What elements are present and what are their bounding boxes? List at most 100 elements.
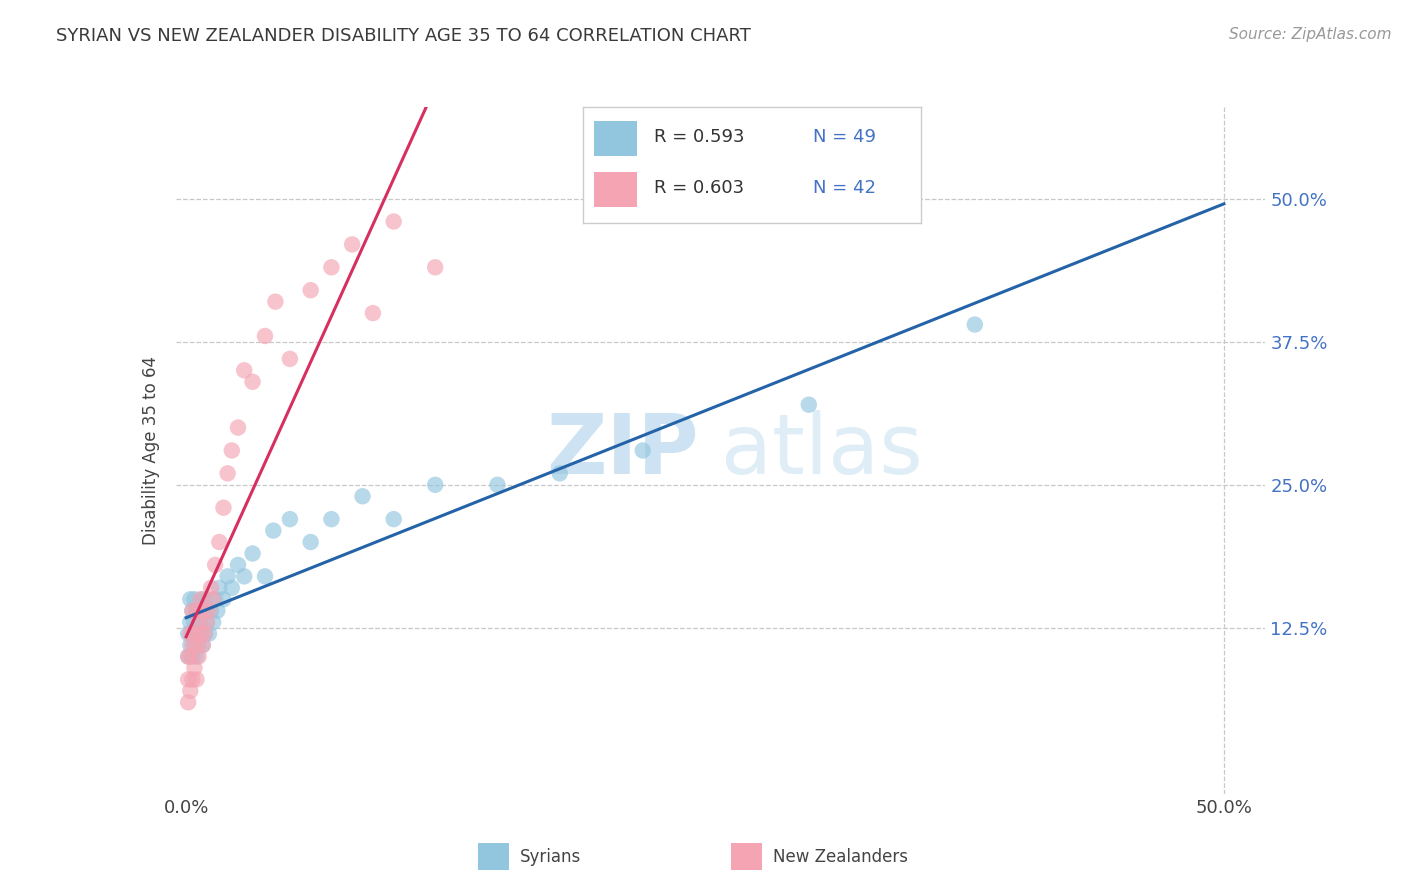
Point (183, 661, 205, 675)
Point (179, 638, 201, 652)
Point (486, 478, 509, 492)
Point (194, 626, 217, 640)
Point (195, 592, 218, 607)
Point (181, 604, 204, 618)
FancyBboxPatch shape (593, 121, 637, 156)
Point (183, 592, 205, 607)
Point (242, 546, 264, 561)
Point (186, 604, 208, 618)
Point (361, 306, 384, 320)
Point (299, 283, 322, 297)
Point (221, 581, 243, 595)
Point (425, 260, 447, 275)
Point (262, 524, 284, 538)
Point (179, 683, 201, 698)
Point (382, 214, 405, 228)
Point (181, 638, 204, 652)
Point (233, 569, 256, 583)
Point (187, 638, 209, 652)
Point (186, 649, 208, 664)
Point (321, 260, 343, 275)
Text: R = 0.593: R = 0.593 (654, 128, 745, 146)
Point (340, 237, 363, 252)
Point (195, 615, 218, 630)
Point (278, 512, 301, 526)
Point (179, 615, 201, 630)
Point (264, 294, 287, 309)
Point (425, 478, 447, 492)
Point (963, 318, 986, 332)
Point (200, 604, 222, 618)
Point (226, 420, 249, 434)
Point (198, 626, 221, 640)
Point (217, 467, 239, 481)
Point (221, 443, 243, 458)
Point (352, 489, 374, 503)
Point (191, 604, 214, 618)
Point (212, 500, 235, 515)
Point (183, 626, 205, 640)
Point (190, 626, 212, 640)
Point (194, 626, 217, 640)
Point (204, 592, 226, 607)
Point (253, 569, 276, 583)
Text: N = 49: N = 49 (813, 128, 876, 146)
Point (200, 581, 222, 595)
Text: SYRIAN VS NEW ZEALANDER DISABILITY AGE 35 TO 64 CORRELATION CHART: SYRIAN VS NEW ZEALANDER DISABILITY AGE 3… (56, 27, 751, 45)
Point (186, 626, 208, 640)
Point (181, 626, 204, 640)
Point (190, 604, 212, 618)
Point (191, 592, 214, 607)
Point (190, 626, 212, 640)
FancyBboxPatch shape (593, 172, 637, 207)
Point (191, 638, 214, 652)
Point (212, 592, 235, 607)
Point (631, 443, 654, 458)
Point (179, 626, 201, 640)
Text: N = 42: N = 42 (813, 179, 876, 197)
Point (177, 626, 200, 640)
Point (186, 673, 208, 687)
Point (204, 558, 226, 572)
Point (191, 638, 214, 652)
Point (179, 649, 201, 664)
Point (195, 615, 218, 630)
Text: New Zealanders: New Zealanders (773, 848, 908, 866)
Text: R = 0.603: R = 0.603 (654, 179, 745, 197)
Point (202, 592, 225, 607)
Point (208, 581, 231, 595)
Point (177, 649, 200, 664)
Point (177, 649, 200, 664)
Point (187, 615, 209, 630)
Point (183, 615, 205, 630)
Point (186, 638, 208, 652)
Point (797, 398, 820, 412)
Point (226, 558, 249, 572)
Point (208, 535, 231, 549)
Point (207, 604, 229, 618)
Point (181, 649, 204, 664)
Point (233, 363, 256, 377)
Point (217, 569, 239, 583)
Point (186, 604, 208, 618)
Point (299, 535, 322, 549)
Point (198, 604, 221, 618)
Point (181, 604, 204, 618)
Point (181, 673, 204, 687)
Point (177, 673, 200, 687)
Point (194, 604, 217, 618)
Point (278, 351, 301, 366)
Point (242, 375, 264, 389)
Text: Source: ZipAtlas.com: Source: ZipAtlas.com (1229, 27, 1392, 42)
Point (321, 512, 343, 526)
Point (253, 329, 276, 343)
Point (179, 592, 201, 607)
Text: ZIP: ZIP (547, 410, 699, 491)
Point (187, 615, 209, 630)
Point (183, 638, 205, 652)
Point (202, 615, 225, 630)
Text: atlas: atlas (721, 410, 922, 491)
Text: Syrians: Syrians (520, 848, 582, 866)
Point (187, 649, 209, 664)
Point (177, 695, 200, 709)
